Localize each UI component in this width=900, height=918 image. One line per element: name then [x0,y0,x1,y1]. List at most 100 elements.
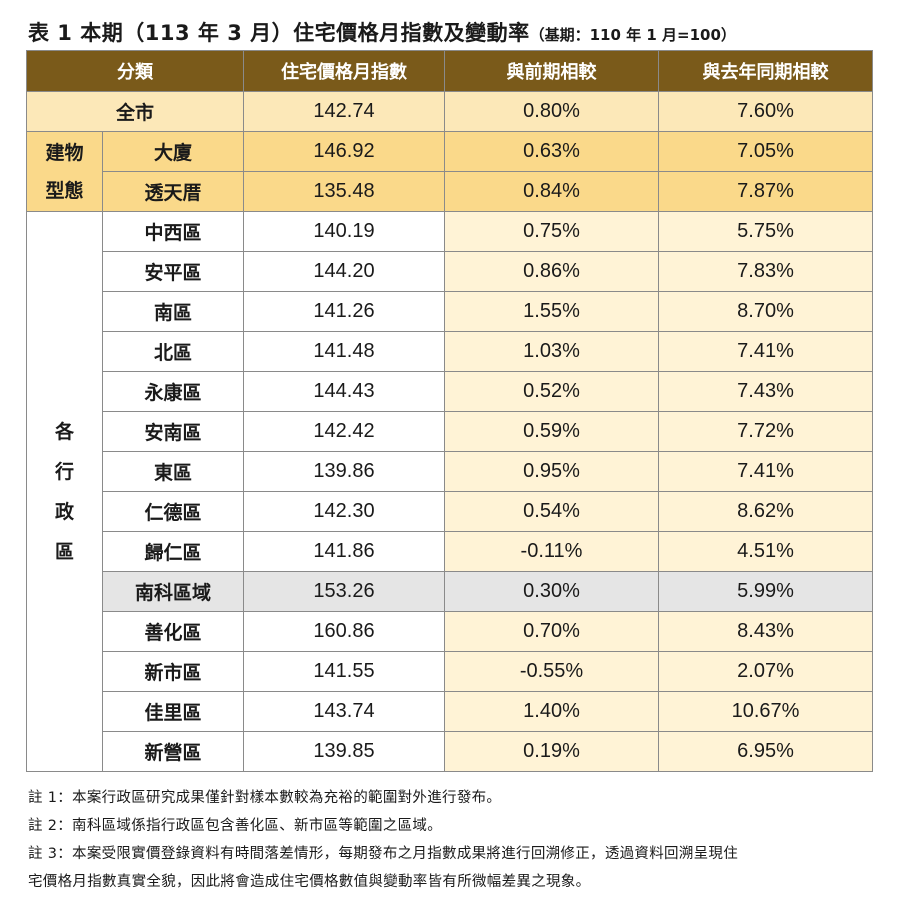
index-value: 143.74 [243,691,445,732]
row-label: 仁德區 [102,491,244,532]
mom-value: 0.54% [444,491,659,532]
table-row-district: 南區 141.26 1.55% 8.70% [27,291,873,332]
index-value: 144.43 [243,371,445,412]
index-value: 139.85 [243,731,445,772]
row-label: 新營區 [102,731,244,772]
table-row-all-city: 全市 142.74 0.80% 7.60% [26,91,873,132]
footnote: 註 2：南科區域係指行政區包含善化區、新市區等範圍之區域。 [28,818,443,834]
yoy-value: 7.83% [658,251,873,292]
district-group-label: 各行政區 [26,211,103,772]
mom-value: 0.59% [444,411,659,452]
header-index: 住宅價格月指數 [243,50,445,92]
building-type-group-line: 型態 [45,179,84,202]
row-label: 永康區 [102,371,244,412]
index-value: 142.30 [243,491,445,532]
index-value: 141.86 [243,531,445,572]
mom-value: -0.11% [444,531,659,572]
row-label: 善化區 [102,611,244,652]
index-value: 160.86 [243,611,445,652]
yoy-value: 7.41% [658,331,873,372]
table-row-district: 新營區 139.85 0.19% 6.95% [27,731,873,772]
index-value: 141.26 [243,291,445,332]
building-type-group-label: 建物 型態 [26,131,103,212]
yoy-value: 8.62% [658,491,873,532]
row-label: 全市 [26,91,244,132]
index-value: 146.92 [243,131,445,172]
yoy-value: 7.41% [658,451,873,492]
mom-value: -0.55% [444,651,659,692]
table-row-district: 新市區 141.55 -0.55% 2.07% [27,651,873,692]
table-row-district: 北區 141.48 1.03% 7.41% [27,331,873,372]
table-row-district: 歸仁區 141.86 -0.11% 4.51% [27,531,873,572]
footnote: 宅價格月指數真實全貌，因此將會造成住宅價格數值與變動率皆有所微幅差異之現象。 [28,874,591,890]
mom-value: 1.55% [444,291,659,332]
header-category: 分類 [26,50,244,92]
header-yoy: 與去年同期相較 [658,50,873,92]
table-title: 表 1 本期（113 年 3 月）住宅價格月指數及變動率（基期：110 年 1 … [28,18,736,48]
row-label: 新市區 [102,651,244,692]
mom-value: 0.19% [444,731,659,772]
table-row-district: 各行政區 中西區 140.19 0.75% 5.75% [26,211,873,772]
yoy-value: 7.72% [658,411,873,452]
row-label: 大廈 [102,131,244,172]
yoy-value: 5.75% [658,211,873,252]
yoy-value: 7.05% [658,131,873,172]
index-value: 153.26 [243,571,445,612]
index-value: 142.74 [243,91,445,132]
building-type-group-line: 建物 [45,141,84,164]
index-value: 141.55 [243,651,445,692]
row-label: 安平區 [102,251,244,292]
yoy-value: 7.87% [658,171,873,212]
yoy-value: 5.99% [658,571,873,612]
district-group-text: 各行政區 [27,412,102,572]
index-value: 135.48 [243,171,445,212]
header-mom: 與前期相較 [444,50,659,92]
district-group-char: 行 [54,460,74,483]
index-value: 141.48 [243,331,445,372]
table-row-district: 安平區 144.20 0.86% 7.83% [27,251,873,292]
index-value: 142.42 [243,411,445,452]
table-row-district: 佳里區 143.74 1.40% 10.67% [27,691,873,732]
table-header-row: 分類 住宅價格月指數 與前期相較 與去年同期相較 [26,50,873,92]
district-group-char: 區 [54,540,74,563]
building-type-group-text: 建物 型態 [27,134,102,210]
mom-value: 0.30% [444,571,659,612]
row-label: 安南區 [102,411,244,452]
table-row-district: 仁德區 142.30 0.54% 8.62% [27,491,873,532]
yoy-value: 7.43% [658,371,873,412]
table-title-base-period: （基期：110 年 1 月=100） [529,26,736,44]
row-label: 北區 [102,331,244,372]
yoy-value: 6.95% [658,731,873,772]
yoy-value: 8.43% [658,611,873,652]
yoy-value: 4.51% [658,531,873,572]
table-title-main: 表 1 本期（113 年 3 月）住宅價格月指數及變動率 [28,21,530,45]
mom-value: 0.70% [444,611,659,652]
footnote: 註 3：本案受限實價登錄資料有時間落差情形，每期發布之月指數成果將進行回溯修正，… [28,846,739,862]
row-label: 東區 [102,451,244,492]
yoy-value: 8.70% [658,291,873,332]
table-row-building: 建物型態 大廈 146.92 0.63% 7.05% [26,131,873,212]
mom-value: 0.86% [444,251,659,292]
table-row-district: 永康區 144.43 0.52% 7.43% [27,371,873,412]
footnote: 註 1：本案行政區研究成果僅針對樣本數較為充裕的範圍對外進行發布。 [28,790,502,806]
table-row-district: 南科區域 153.26 0.30% 5.99% [27,571,873,612]
price-index-table: 分類 住宅價格月指數 與前期相較 與去年同期相較 全市 142.74 0.80%… [26,50,873,772]
row-label: 南區 [102,291,244,332]
yoy-value: 10.67% [658,691,873,732]
mom-value: 0.63% [444,131,659,172]
mom-value: 0.52% [444,371,659,412]
district-group-char: 各 [54,420,74,443]
row-label: 南科區域 [102,571,244,612]
table-row-building: 透天厝 135.48 0.84% 7.87% [27,171,873,212]
yoy-value: 7.60% [658,91,873,132]
mom-value: 0.95% [444,451,659,492]
row-label: 歸仁區 [102,531,244,572]
district-rows: 各行政區中西區 140.19 0.75% 5.75% 安平區 144.20 0.86% 7.8… [26,211,873,772]
mom-value: 0.84% [444,171,659,212]
row-label: 中西區 [102,211,244,252]
index-value: 139.86 [243,451,445,492]
district-group-char: 政 [54,500,74,523]
row-label: 佳里區 [102,691,244,732]
yoy-value: 2.07% [658,651,873,692]
mom-value: 1.40% [444,691,659,732]
